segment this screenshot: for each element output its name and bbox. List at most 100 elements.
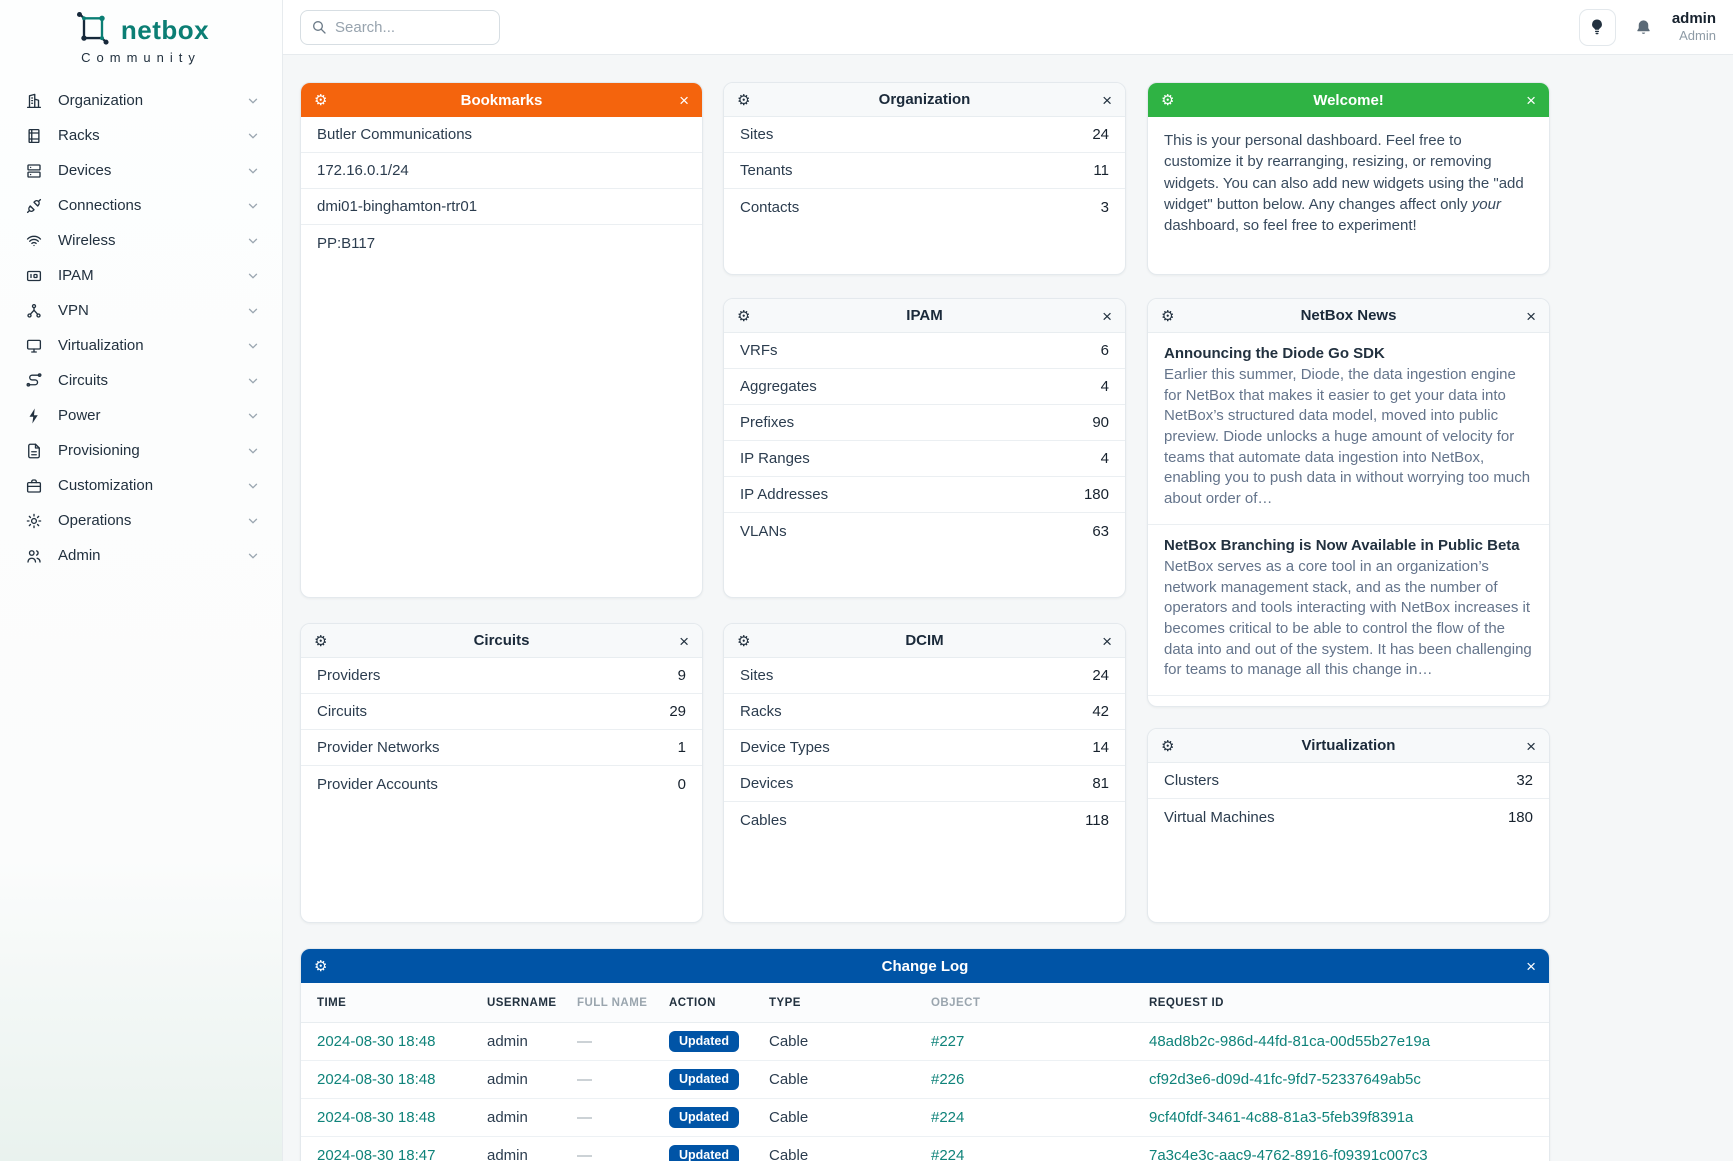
widget-config-icon[interactable]: ⚙: [1161, 729, 1174, 763]
object-link[interactable]: #224: [931, 1147, 965, 1161]
close-icon[interactable]: ×: [1102, 624, 1112, 658]
theme-toggle-button[interactable]: [1578, 8, 1616, 46]
welcome-text: This is your personal dashboard. Feel fr…: [1164, 132, 1524, 235]
sidebar-item-operations[interactable]: Operations: [0, 503, 282, 538]
request-id-link[interactable]: 9cf40fdf-3461-4c88-81a3-5feb39f8391a: [1149, 1109, 1414, 1126]
sidebar-item-power[interactable]: Power: [0, 398, 282, 433]
request-id-link[interactable]: 7a3c4e3c-aac9-4762-8916-f09391c007c3: [1149, 1147, 1428, 1161]
news-link[interactable]: NetBox Branching is Now Available in Pub…: [1164, 536, 1520, 554]
widget-config-icon[interactable]: ⚙: [314, 624, 327, 658]
close-icon[interactable]: ×: [1526, 949, 1536, 983]
chevron-down-icon: [246, 94, 260, 108]
bookmark-link[interactable]: Butler Communications: [301, 117, 702, 153]
time-link[interactable]: 2024-08-30 18:48: [317, 1033, 436, 1050]
changelog-header-row: TIME USERNAME FULL NAME ACTION TYPE OBJE…: [301, 983, 1549, 1023]
widget-title: Change Log: [881, 957, 969, 975]
close-icon[interactable]: ×: [1526, 299, 1536, 333]
object-link[interactable]: #226: [931, 1071, 965, 1088]
gears-icon: [24, 511, 43, 530]
object-link[interactable]: #227: [931, 1033, 965, 1050]
widget-config-icon[interactable]: ⚙: [1161, 83, 1174, 117]
object-link[interactable]: #224: [931, 1109, 965, 1126]
sidebar-item-organization[interactable]: Organization: [0, 83, 282, 118]
close-icon[interactable]: ×: [1102, 83, 1112, 117]
stat-row: Racks 42: [724, 694, 1125, 730]
sidebar-item-circuits[interactable]: Circuits: [0, 363, 282, 398]
route-icon: [24, 371, 43, 390]
column-header-time: TIME: [317, 996, 347, 1009]
sidebar-item-connections[interactable]: Connections: [0, 188, 282, 223]
stat-row: Prefixes 90: [724, 405, 1125, 441]
time-link[interactable]: 2024-08-30 18:48: [317, 1109, 436, 1126]
widget-config-icon[interactable]: ⚙: [1161, 299, 1174, 333]
column-header-type: TYPE: [769, 996, 801, 1009]
close-icon[interactable]: ×: [679, 83, 689, 117]
stat-row: Providers 9: [301, 658, 702, 694]
bell-icon: [1634, 18, 1653, 37]
action-badge: Updated: [669, 1031, 739, 1052]
widget-netbox-news: ⚙ NetBox News × Announcing the Diode Go …: [1147, 298, 1550, 707]
bookmark-link[interactable]: PP:B117: [317, 234, 376, 252]
stat-row: IP Ranges 4: [724, 441, 1125, 477]
topbar: admin Admin: [283, 0, 1733, 55]
time-link[interactable]: 2024-08-30 18:48: [317, 1071, 436, 1088]
widget-title: Circuits: [473, 632, 530, 649]
widget-config-icon[interactable]: ⚙: [737, 624, 750, 658]
close-icon[interactable]: ×: [679, 624, 689, 658]
users-icon: [24, 546, 43, 565]
close-icon[interactable]: ×: [1526, 83, 1536, 117]
chevron-down-icon: [246, 339, 260, 353]
widget-config-icon[interactable]: ⚙: [737, 299, 750, 333]
widget-title: DCIM: [905, 632, 944, 649]
widget-change-log: ⚙ Change Log × TIME USERNAME FULL NAME A…: [300, 948, 1550, 1161]
sidebar-item-virtualization[interactable]: Virtualization: [0, 328, 282, 363]
news-item: Announcing the Diode Go SDK Earlier this…: [1148, 333, 1549, 525]
dashboard: ⚙ Bookmarks × Butler Communications 172.…: [283, 55, 1733, 1161]
stat-row: Sites 24: [724, 117, 1125, 153]
time-link[interactable]: 2024-08-30 18:47: [317, 1147, 436, 1161]
request-id-link[interactable]: cf92d3e6-d09d-41fc-9fd7-52337649ab5c: [1149, 1071, 1421, 1088]
sidebar-item-vpn[interactable]: VPN: [0, 293, 282, 328]
sidebar-item-racks[interactable]: Racks: [0, 118, 282, 153]
sidebar-item-provisioning[interactable]: Provisioning: [0, 433, 282, 468]
table-row: 2024-08-30 18:48 admin — Updated Cable #…: [301, 1023, 1549, 1061]
widget-virtualization: ⚙ Virtualization × Clusters 32 Virtual Ma…: [1147, 728, 1550, 923]
sidebar: netbox Community Organization Racks Devi…: [0, 0, 283, 1161]
monitor-icon: [24, 336, 43, 355]
table-row: 2024-08-30 18:47 admin — Updated Cable #…: [301, 1137, 1549, 1161]
sidebar-item-customization[interactable]: Customization: [0, 468, 282, 503]
brand-name: netbox: [120, 14, 210, 45]
user-menu[interactable]: admin Admin: [1672, 10, 1716, 44]
widget-config-icon[interactable]: ⚙: [314, 83, 327, 117]
close-icon[interactable]: ×: [1102, 299, 1112, 333]
request-id-link[interactable]: 48ad8b2c-986d-44fd-81ca-00d55b27e19a: [1149, 1033, 1431, 1050]
brand[interactable]: netbox Community: [0, 0, 282, 69]
search-input[interactable]: [335, 18, 475, 36]
widget-title: Organization: [878, 91, 971, 108]
widget-config-icon[interactable]: ⚙: [314, 949, 327, 983]
main-area: admin Admin ⚙ Bookmarks × Butler Communi…: [283, 0, 1733, 1161]
user-name: admin: [1671, 10, 1716, 28]
brand-subtitle: Community: [81, 50, 201, 65]
sidebar-item-wireless[interactable]: Wireless: [0, 223, 282, 258]
sidebar-item-ipam[interactable]: IPAM: [0, 258, 282, 293]
bookmark-link[interactable]: dmi01-binghamton-rtr01: [301, 189, 702, 225]
bookmark-link[interactable]: 172.16.0.1/24: [301, 153, 702, 189]
news-item: NetBox Branching is Now Available in Pub…: [1148, 525, 1549, 696]
stat-row: Devices 81: [724, 766, 1125, 802]
widget-config-icon[interactable]: ⚙: [737, 83, 750, 117]
chevron-down-icon: [246, 374, 260, 388]
sidebar-item-devices[interactable]: Devices: [0, 153, 282, 188]
notifications-button[interactable]: [1630, 13, 1658, 41]
chevron-down-icon: [246, 129, 260, 143]
sidebar-nav: Organization Racks Devices Connections: [0, 69, 282, 573]
action-badge: Updated: [669, 1069, 739, 1090]
action-badge: Updated: [669, 1107, 739, 1128]
stat-row: Contacts 3: [740, 198, 1109, 216]
document-icon: [24, 441, 43, 460]
news-link[interactable]: Announcing the Diode Go SDK: [1164, 345, 1385, 362]
close-icon[interactable]: ×: [1526, 729, 1536, 763]
stat-row: Device Types 14: [724, 730, 1125, 766]
sidebar-item-admin[interactable]: Admin: [0, 538, 282, 573]
